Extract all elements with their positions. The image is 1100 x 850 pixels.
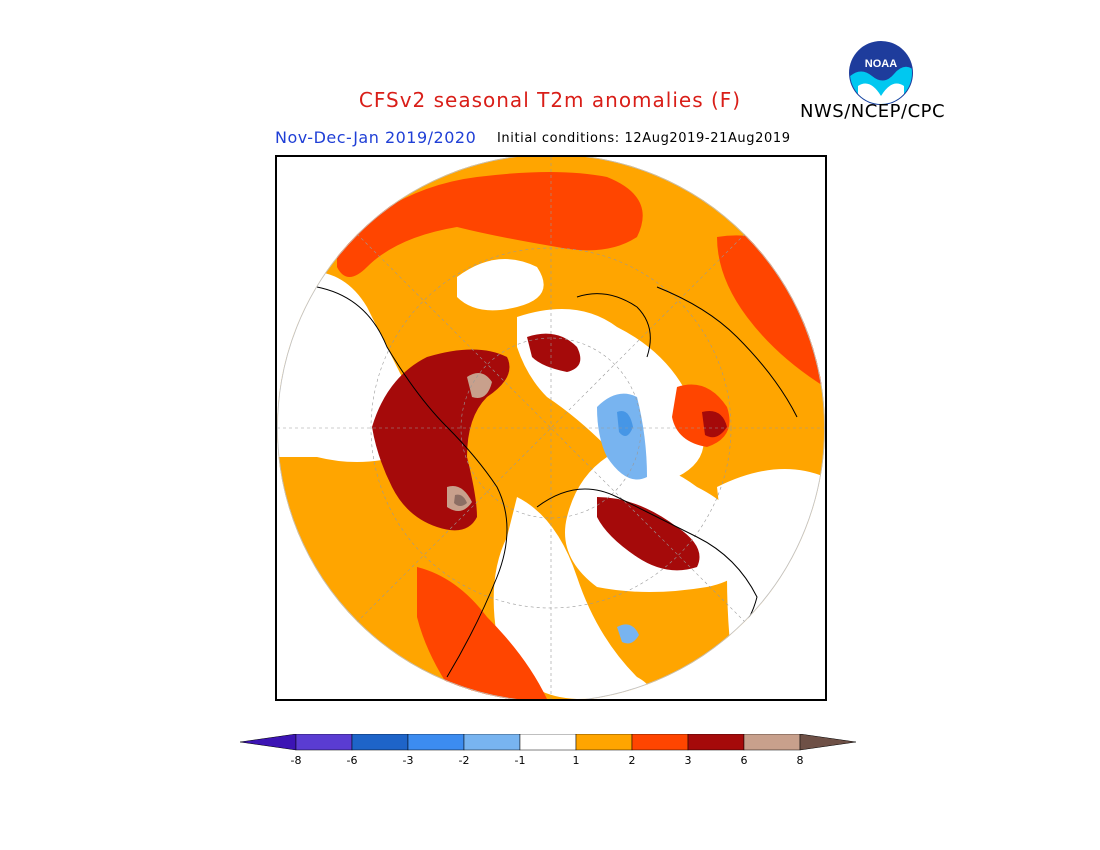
noaa-logo: NOAA bbox=[849, 41, 913, 105]
colorbar-tick-label: 6 bbox=[741, 754, 748, 767]
colorbar-swatch bbox=[743, 734, 801, 751]
colorbar: -8 -6 -3 -2 -1 1 2 3 6 8 bbox=[240, 734, 857, 767]
colorbar-tick-label: 3 bbox=[685, 754, 692, 767]
colorbar-swatch bbox=[519, 734, 577, 751]
colorbar-arrow-high bbox=[799, 734, 857, 751]
colorbar-swatch bbox=[463, 734, 521, 751]
colorbar-swatch bbox=[407, 734, 465, 751]
colorbar-swatch bbox=[351, 734, 409, 751]
anomaly-field bbox=[277, 157, 825, 699]
colorbar-swatch bbox=[295, 734, 353, 751]
colorbar-arrow-low bbox=[240, 734, 297, 751]
colorbar-tick-label: -8 bbox=[291, 754, 302, 767]
colorbar-tick-label: 1 bbox=[573, 754, 580, 767]
colorbar-tick-label: -1 bbox=[515, 754, 526, 767]
polar-map bbox=[275, 155, 827, 701]
colorbar-tick-label: 2 bbox=[629, 754, 636, 767]
initial-conditions: Initial conditions: 12Aug2019-21Aug2019 bbox=[497, 131, 791, 146]
colorbar-swatch bbox=[575, 734, 633, 751]
colorbar-swatch bbox=[631, 734, 689, 751]
organization-label: NWS/NCEP/CPC bbox=[800, 101, 946, 122]
chart-title: CFSv2 seasonal T2m anomalies (F) bbox=[358, 88, 742, 112]
colorbar-swatch bbox=[687, 734, 745, 751]
colorbar-tick-label: -6 bbox=[347, 754, 358, 767]
colorbar-tick-label: -3 bbox=[403, 754, 414, 767]
season-subtitle: Nov-Dec-Jan 2019/2020 bbox=[275, 128, 477, 147]
noaa-logo-text: NOAA bbox=[865, 58, 897, 70]
colorbar-tick-label: 8 bbox=[797, 754, 804, 767]
colorbar-tick-label: -2 bbox=[459, 754, 470, 767]
polar-map-svg bbox=[277, 157, 825, 699]
hemisphere-edge bbox=[277, 157, 825, 699]
